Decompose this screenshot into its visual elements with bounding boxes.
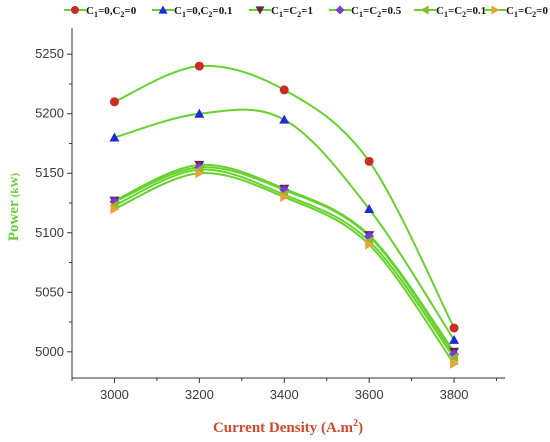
series-6 <box>114 172 455 365</box>
series-5 <box>114 168 455 359</box>
data-point <box>364 156 374 166</box>
data-point <box>194 108 205 118</box>
axes: 3000 3200 3400 3600 3800 5000 5050 5100 5150 5200… <box>35 28 505 402</box>
data-point <box>109 132 120 142</box>
data-point <box>365 239 375 250</box>
data-point <box>449 334 460 344</box>
x-axis-title: Current Density (A.m2) <box>213 418 363 436</box>
data-point <box>109 97 119 107</box>
legend-item-6: C1=C2=0 <box>484 5 548 19</box>
data-point <box>279 114 290 124</box>
legend-item-3: C1=C2=1 <box>249 5 313 19</box>
data-point <box>449 323 459 333</box>
y-tick-label: 5150 <box>35 165 64 180</box>
series-6-markers <box>110 168 460 369</box>
x-tick-label: 3800 <box>440 387 469 402</box>
legend-marker <box>335 5 345 15</box>
y-tick-label: 5000 <box>35 344 64 359</box>
x-tick-label: 3600 <box>355 387 384 402</box>
data-point <box>194 61 204 71</box>
legend-label: C1=0,C2=0 <box>86 5 137 19</box>
series-line <box>114 108 455 341</box>
data-point <box>110 203 120 214</box>
series-4-markers <box>109 162 460 360</box>
series-1-markers <box>109 61 459 333</box>
data-point <box>450 358 460 369</box>
x-axis-title-superscript: 2 <box>353 418 358 429</box>
x-tick-label: 3200 <box>185 387 214 402</box>
plot-area <box>109 61 460 369</box>
data-point <box>279 85 289 95</box>
y-tick-label: 5100 <box>35 225 64 240</box>
legend-item-5: C1=C2=0.1 <box>414 5 486 19</box>
series-line <box>114 64 455 329</box>
series-4 <box>114 166 455 355</box>
y-tick-label: 5200 <box>35 106 64 121</box>
legend-label: C1=C2=0.5 <box>351 5 402 19</box>
legend-label: C1=C2=0 <box>506 5 548 19</box>
series-2-markers <box>109 108 460 344</box>
legend-item-4: C1=C2=0.5 <box>329 5 402 19</box>
data-point <box>449 352 459 363</box>
legend-label: C1=0,C2=0.1 <box>174 5 232 19</box>
series-line <box>114 168 455 359</box>
y-tick-label: 5050 <box>35 284 64 299</box>
legend-marker <box>255 6 265 15</box>
legend-marker <box>420 5 429 15</box>
x-axis-title-close: ) <box>358 420 363 436</box>
legend-item-1: C1=0,C2=0 <box>64 5 137 19</box>
x-tick-label: 3000 <box>100 387 129 402</box>
data-point <box>364 203 375 213</box>
legend-label: C1=C2=0.1 <box>436 5 486 19</box>
x-tick-label: 3400 <box>270 387 299 402</box>
data-point <box>280 192 290 203</box>
series-2 <box>114 108 455 341</box>
legend: C1=0,C2=0 C1=0,C2=0.1 C1=C2=1 C1=C2=0.5 C1=C… <box>64 5 548 19</box>
y-axis-title-text: Power <box>6 200 22 241</box>
y-tick-label: 5250 <box>35 46 64 61</box>
legend-item-2: C1=0,C2=0.1 <box>152 5 232 19</box>
x-axis-title-text: Current Density (A.m <box>213 420 354 436</box>
data-point <box>195 168 205 179</box>
legend-marker <box>491 5 500 15</box>
y-axis-title: Power (kW) <box>6 173 22 242</box>
series-line <box>114 172 455 365</box>
series-1 <box>114 64 455 329</box>
legend-label: C1=C2=1 <box>271 5 313 19</box>
legend-marker <box>71 6 79 14</box>
series-line <box>114 166 455 355</box>
legend-marker <box>158 5 168 14</box>
y-axis-title-unit: (kW) <box>9 173 21 198</box>
